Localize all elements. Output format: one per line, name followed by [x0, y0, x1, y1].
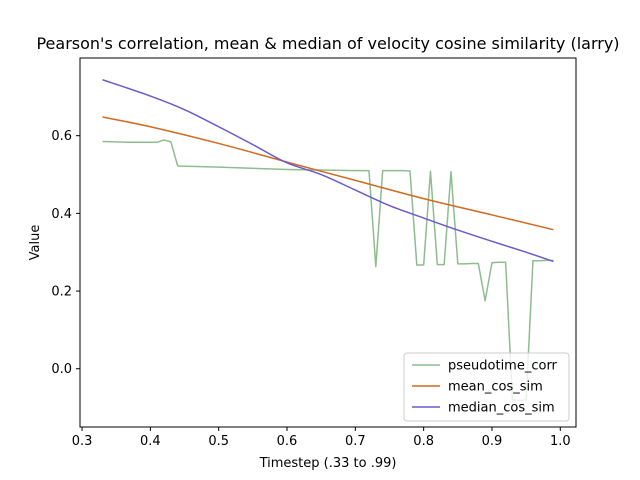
legend-label-median-cos-sim: median_cos_sim [448, 401, 555, 416]
y-axis-label: Value [28, 225, 43, 261]
legend-frame [403, 352, 570, 422]
series-line-mean-cos-sim [102, 116, 554, 231]
y-tick-label: 0.2 [51, 285, 72, 300]
x-tick-label: 0.9 [482, 434, 503, 449]
x-axis: 0.3 0.4 0.5 0.6 0.7 0.8 0.9 1.0 [72, 427, 571, 449]
x-tick-label: 0.6 [277, 434, 298, 449]
y-tick-label: 0.0 [51, 362, 72, 377]
x-tick-label: 0.3 [72, 434, 93, 449]
plot-frame [79, 57, 577, 428]
series-line-median-cos-sim [102, 79, 554, 263]
legend-label-pseudotime-corr: pseudotime_corr [448, 359, 558, 374]
x-tick-label: 0.8 [413, 434, 434, 449]
chart-title: Pearson's correlation, mean & median of … [36, 34, 619, 53]
x-tick-label: 0.7 [345, 434, 366, 449]
x-tick-label: 1.0 [550, 434, 571, 449]
y-tick-label: 0.4 [51, 207, 72, 222]
x-tick-label: 0.5 [208, 434, 229, 449]
y-tick-label: 0.6 [51, 129, 72, 144]
y-axis: 0.0 0.2 0.4 0.6 [51, 129, 80, 377]
x-tick-label: 0.4 [140, 434, 161, 449]
legend-label-mean-cos-sim: mean_cos_sim [448, 380, 543, 395]
x-axis-label: Timestep (.33 to .99) [259, 456, 397, 471]
legend: pseudotime_corr mean_cos_sim median_cos_si… [403, 352, 570, 422]
